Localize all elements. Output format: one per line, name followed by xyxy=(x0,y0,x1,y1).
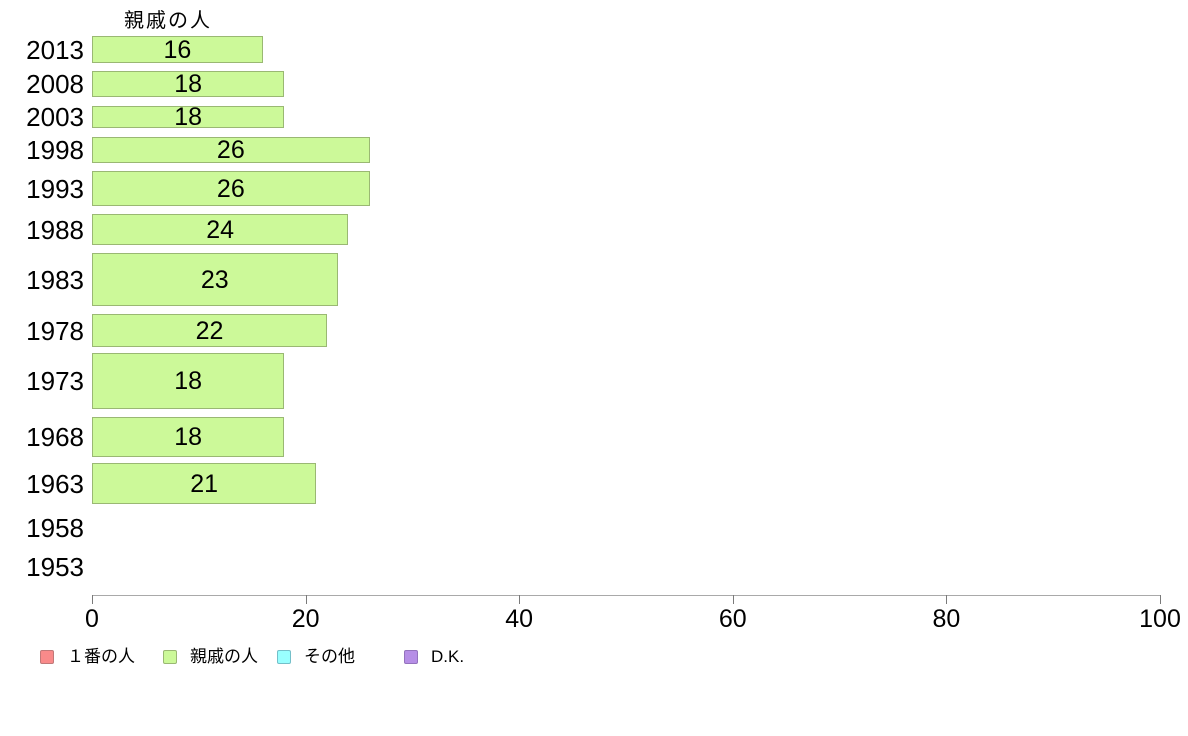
y-axis-label-1993: 1993 xyxy=(26,173,84,204)
legend-item-4: D.K. xyxy=(404,646,464,668)
x-axis-tick-label-100: 100 xyxy=(1139,605,1181,633)
bar-1983 xyxy=(92,253,338,306)
bar-2013 xyxy=(92,36,263,63)
y-axis-label-1963: 1963 xyxy=(26,468,84,499)
x-axis-tick-80 xyxy=(946,595,948,604)
chart-title: 親戚の人 xyxy=(124,10,212,32)
x-axis-tick-100 xyxy=(1160,595,1161,604)
bar-1973 xyxy=(92,353,285,409)
x-axis-line xyxy=(92,595,1160,596)
x-axis-tick-40 xyxy=(519,595,521,604)
legend-swatch-1 xyxy=(40,650,54,664)
legend-label-3: その他 xyxy=(304,647,355,666)
y-axis-label-1998: 1998 xyxy=(26,135,84,165)
legend: １番の人 親戚の人 その他 D.K. xyxy=(0,646,1188,670)
y-axis-label-2008: 2008 xyxy=(26,69,84,99)
x-axis-tick-label-0: 0 xyxy=(85,605,99,633)
y-axis-label-1973: 1973 xyxy=(26,366,84,396)
legend-item-1: １番の人 xyxy=(40,646,135,668)
x-axis-tick-label-60: 60 xyxy=(718,605,747,633)
y-axis-label-2013: 2013 xyxy=(26,34,84,65)
bar-1963 xyxy=(92,463,317,504)
legend-swatch-2 xyxy=(163,650,177,664)
y-axis-label-1968: 1968 xyxy=(26,422,84,452)
y-axis-label-1988: 1988 xyxy=(26,214,84,245)
x-axis-tick-label-20: 20 xyxy=(291,605,320,633)
legend-label-2: 親戚の人 xyxy=(190,647,258,666)
bar-1998 xyxy=(92,137,370,163)
legend-swatch-3 xyxy=(277,650,291,664)
legend-swatch-4 xyxy=(404,650,418,664)
x-axis-tick-label-40: 40 xyxy=(505,605,534,633)
y-axis-label-1983: 1983 xyxy=(26,264,84,295)
y-axis-label-1953: 1953 xyxy=(26,551,84,582)
bar-2003 xyxy=(92,106,285,128)
bar-1988 xyxy=(92,214,349,245)
bar-1978 xyxy=(92,314,327,347)
legend-label-1: １番の人 xyxy=(67,647,135,666)
legend-item-3: その他 xyxy=(277,646,355,668)
bar-1993 xyxy=(92,171,370,206)
x-axis-tick-60 xyxy=(732,595,734,604)
y-axis-label-2003: 2003 xyxy=(26,102,84,132)
bar-1968 xyxy=(92,417,285,457)
x-axis-tick-20 xyxy=(305,595,307,604)
bar-2008 xyxy=(92,71,285,97)
legend-item-2: 親戚の人 xyxy=(163,646,258,668)
legend-label-4: D.K. xyxy=(431,647,465,666)
x-axis-tick-0 xyxy=(92,595,93,604)
y-axis-label-1978: 1978 xyxy=(26,315,84,346)
y-axis-label-1958: 1958 xyxy=(26,512,84,543)
x-axis-tick-label-80: 80 xyxy=(932,605,961,633)
